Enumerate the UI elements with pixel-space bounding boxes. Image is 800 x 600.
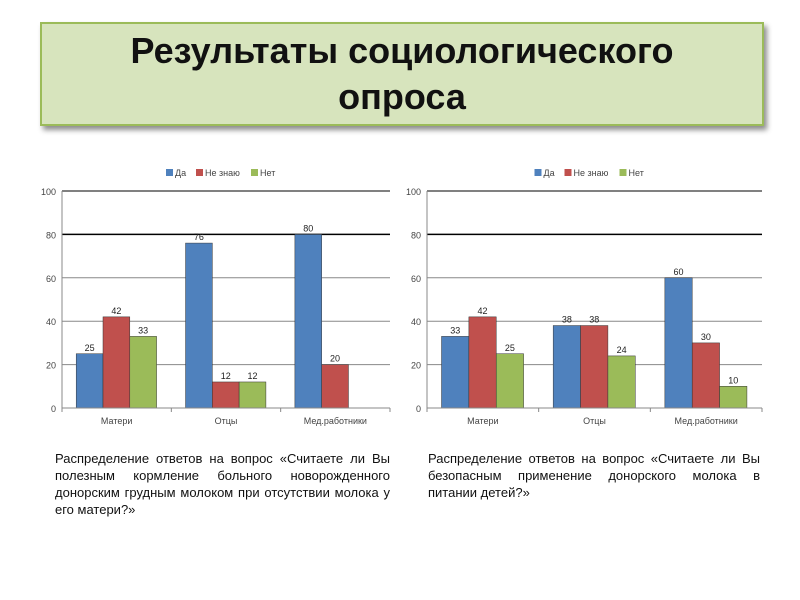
data-label: 33: [450, 325, 460, 335]
title-box: Результаты социологического опроса: [40, 22, 764, 126]
bar: [238, 381, 267, 409]
y-tick-label: 40: [411, 317, 421, 327]
x-tick-label: Отцы: [583, 416, 606, 426]
data-label: 42: [478, 306, 488, 316]
y-tick-label: 60: [411, 274, 421, 284]
x-tick-label: Матери: [101, 416, 132, 426]
legend-swatch: [619, 169, 627, 176]
y-tick-label: 20: [46, 361, 56, 371]
data-label: 76: [194, 232, 204, 242]
legend-label: Да: [544, 168, 555, 178]
x-tick-label: Мед.работники: [304, 416, 367, 426]
bar: [185, 242, 213, 409]
data-label: 20: [330, 354, 340, 364]
y-tick-label: 60: [46, 274, 56, 284]
chart-1-caption: Распределение ответов на вопрос «Считает…: [55, 451, 390, 517]
y-tick-label: 80: [46, 230, 56, 240]
y-tick-label: 40: [46, 317, 56, 327]
bar: [212, 381, 240, 409]
data-label: 80: [303, 223, 313, 233]
legend-swatch: [196, 169, 203, 176]
data-label: 30: [701, 332, 711, 342]
data-label: 25: [85, 343, 95, 353]
data-label: 38: [562, 315, 572, 325]
bar: [719, 386, 748, 409]
x-tick-label: Отцы: [215, 416, 238, 426]
x-tick-label: Матери: [467, 416, 498, 426]
y-tick-label: 100: [406, 187, 421, 197]
bar: [294, 234, 322, 409]
bar: [552, 325, 581, 409]
data-label: 12: [221, 371, 231, 381]
data-label: 38: [589, 315, 599, 325]
data-label: 10: [728, 375, 738, 385]
slide-title: Результаты социологического опроса: [130, 30, 674, 117]
legend-label: Нет: [629, 168, 644, 178]
bar: [102, 316, 131, 409]
y-tick-label: 80: [411, 230, 421, 240]
x-tick-label: Мед.работники: [675, 416, 738, 426]
bar: [468, 316, 497, 409]
y-tick-label: 20: [411, 361, 421, 371]
legend-label: Да: [175, 168, 186, 178]
chart-1: 0 20 40 60 80 100 Матери 25 42 33 Отцы 76 12 12 Мед.ра…: [41, 168, 391, 426]
data-label: 33: [138, 325, 148, 335]
legend-swatch: [251, 169, 258, 176]
data-label: 24: [617, 345, 627, 355]
legend-swatch: [564, 169, 572, 176]
data-label: 42: [111, 306, 121, 316]
bar: [607, 355, 636, 409]
bar: [129, 336, 157, 409]
y-tick-label: 0: [51, 404, 56, 414]
data-label: 25: [505, 343, 515, 353]
bar: [321, 364, 349, 409]
bar: [580, 325, 609, 409]
legend-label: Нет: [260, 168, 275, 178]
chart-2: 0 20 40 60 80 100 Матери 33 42 25 Отцы 38 38 24 Мед.ра…: [406, 168, 763, 426]
legend-label: Не знаю: [205, 168, 240, 178]
data-label: 60: [674, 267, 684, 277]
bar: [495, 353, 524, 409]
y-tick-label: 100: [41, 187, 56, 197]
bar: [75, 353, 104, 409]
bar: [664, 277, 693, 409]
legend-label: Не знаю: [574, 168, 609, 178]
data-label: 12: [248, 371, 258, 381]
legend-swatch: [166, 169, 173, 176]
bar: [441, 336, 470, 409]
legend-swatch: [534, 169, 542, 176]
chart-2-caption: Распределение ответов на вопрос «Считает…: [428, 451, 760, 500]
bar: [691, 342, 720, 409]
y-tick-label: 0: [416, 404, 421, 414]
